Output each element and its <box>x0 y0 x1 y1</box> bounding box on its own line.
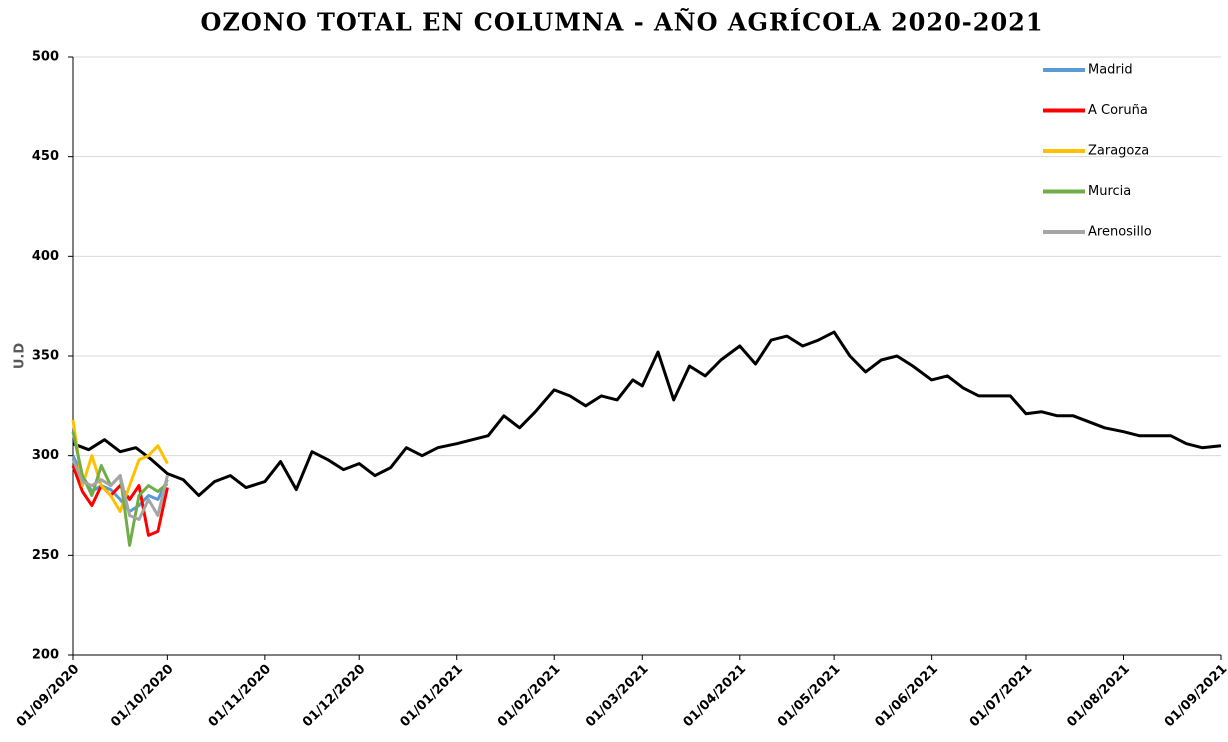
series-line <box>71 419 169 513</box>
x-tick-label: 01/08/2021 <box>1064 662 1132 730</box>
x-tick-label: 01/12/2020 <box>300 662 368 730</box>
x-tick-label: 01/04/2021 <box>681 662 749 730</box>
x-tick-label: 01/02/2021 <box>495 662 563 730</box>
legend-label: Zaragoza <box>1088 144 1149 159</box>
y-axis-label: U.D <box>13 343 28 369</box>
y-tick-label: 300 <box>32 448 59 463</box>
legend-label: Murcia <box>1088 184 1131 199</box>
y-tick-label: 450 <box>32 149 59 164</box>
x-tick-label: 01/11/2020 <box>206 662 274 730</box>
series-line <box>72 330 1222 497</box>
legend-label: Madrid <box>1088 63 1133 78</box>
x-tick-label: 01/01/2021 <box>398 662 466 730</box>
y-tick-label: 200 <box>32 648 59 663</box>
legend-label: A Coruña <box>1088 103 1148 118</box>
series-line <box>71 459 169 521</box>
y-tick-label: 350 <box>32 349 59 364</box>
y-tick-label: 250 <box>32 548 59 563</box>
y-tick-label: 500 <box>32 50 59 65</box>
x-tick-label: 01/05/2021 <box>775 662 843 730</box>
chart-title: OZONO TOTAL EN COLUMNA - AÑO AGRÍCOLA 20… <box>200 8 1043 37</box>
x-tick-label: 01/09/2021 <box>1162 662 1228 730</box>
x-tick-label: 01/06/2021 <box>872 662 940 730</box>
legend-label: Arenosillo <box>1088 225 1152 240</box>
x-tick-label: 01/03/2021 <box>583 662 651 730</box>
x-tick-label: 01/07/2021 <box>967 662 1035 730</box>
x-tick-label: 01/10/2020 <box>108 662 176 730</box>
y-tick-label: 400 <box>32 249 59 264</box>
x-tick-label: 01/09/2020 <box>14 662 82 730</box>
